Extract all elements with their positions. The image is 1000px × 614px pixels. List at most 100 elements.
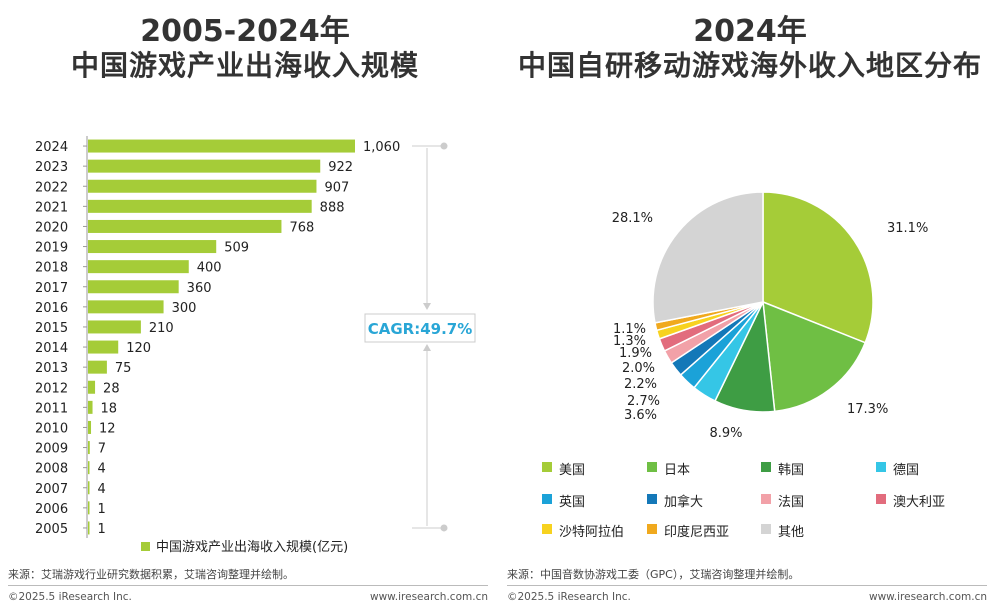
slice-label: 3.6% (624, 408, 657, 423)
left-panel: 2005-2024年 中国游戏产业出海收入规模 2024 1,060 2023 922… (0, 0, 490, 614)
legend-label: 中国游戏产业出海收入规模(亿元) (156, 540, 348, 555)
data-label: 360 (187, 281, 212, 296)
bar (88, 320, 141, 334)
left-title-line1: 2005-2024年 (140, 14, 350, 49)
slice-label: 28.1% (612, 211, 653, 226)
data-label: 300 (172, 301, 197, 316)
bar (88, 300, 164, 314)
y-tick-label: 2019 (35, 241, 68, 256)
y-tick-label: 2017 (35, 281, 68, 296)
right-copyright: ©2025.5 iResearch Inc. (507, 591, 631, 603)
legend-swatch (876, 462, 886, 472)
legend-swatch (876, 494, 886, 504)
bar (88, 240, 217, 254)
legend-label: 印度尼西亚 (664, 525, 730, 540)
slice-label: 1.9% (619, 346, 652, 361)
bar (88, 420, 92, 434)
y-tick-label: 2021 (35, 200, 68, 215)
data-label: 768 (289, 220, 314, 235)
y-tick-label: 2016 (35, 301, 68, 316)
bar-chart: 2024 1,060 2023 922 2022 907 2021 888 2020 768 201… (35, 136, 476, 555)
y-tick-label: 2024 (35, 140, 68, 155)
data-label: 28 (103, 381, 120, 396)
y-tick-label: 2015 (35, 321, 68, 336)
data-label: 4 (98, 482, 106, 497)
y-tick-label: 2023 (35, 160, 68, 175)
bar (88, 199, 312, 213)
slice-label: 2.2% (624, 377, 657, 392)
right-footer-rule (507, 585, 987, 586)
data-label: 75 (115, 361, 132, 376)
right-title-line2: 中国自研移动游戏海外收入地区分布 (517, 49, 982, 82)
bar (88, 521, 90, 535)
bar (88, 159, 321, 173)
y-tick-label: 2007 (35, 482, 68, 497)
legend-swatch (761, 462, 771, 472)
bar (88, 219, 282, 233)
legend-label: 美国 (559, 463, 586, 478)
data-label: 1,060 (363, 140, 400, 155)
pie-slice (652, 191, 764, 324)
cagr-bracket-dot (440, 142, 448, 150)
data-label: 210 (149, 321, 174, 336)
y-tick-label: 2008 (35, 462, 68, 477)
left-title-line2: 中国游戏产业出海收入规模 (70, 49, 419, 82)
data-label: 7 (98, 442, 106, 457)
cagr-arrowhead (423, 344, 431, 351)
data-label: 120 (126, 341, 151, 356)
left-source-note: 来源：艾瑞游戏行业研究数据积累，艾瑞咨询整理并绘制。 (8, 568, 294, 581)
slice-label: 1.1% (613, 322, 646, 337)
legend-label: 日本 (664, 463, 691, 478)
pie-chart: 31.1% 17.3% 8.9% 3.6%2.7% 2.2%2.0%1.9%1.3%1.… (612, 191, 928, 441)
y-tick-label: 2012 (35, 381, 68, 396)
cagr-label: CAGR:49.7% (368, 320, 473, 338)
data-label: 922 (328, 160, 353, 175)
slice-label: 17.3% (847, 402, 888, 417)
legend-swatch (542, 462, 552, 472)
legend-label: 德国 (893, 463, 920, 478)
bar (88, 501, 90, 515)
legend-swatch (647, 462, 657, 472)
data-label: 888 (320, 200, 345, 215)
data-label: 18 (101, 401, 118, 416)
slice-label: 1.3% (613, 334, 646, 349)
legend-swatch (141, 542, 150, 551)
bar (88, 360, 107, 374)
y-tick-label: 2020 (35, 220, 68, 235)
legend-swatch (542, 494, 552, 504)
bar (88, 380, 96, 394)
right-title-line1: 2024年 (693, 14, 807, 49)
left-copyright: ©2025.5 iResearch Inc. (8, 591, 132, 603)
y-tick-label: 2013 (35, 361, 68, 376)
y-tick-label: 2006 (35, 502, 68, 517)
bar (88, 260, 189, 274)
bar (88, 280, 179, 294)
bar (88, 179, 317, 193)
y-tick-label: 2009 (35, 442, 68, 457)
data-label: 509 (224, 241, 249, 256)
cagr-arrowhead (423, 303, 431, 310)
bar (88, 139, 355, 153)
y-tick-label: 2010 (35, 421, 68, 436)
legend-label: 澳大利亚 (893, 495, 946, 510)
legend-label: 韩国 (778, 463, 805, 478)
slice-label: 8.9% (709, 426, 742, 441)
right-source-note: 来源：中国音数协游戏工委（GPC），艾瑞咨询整理并绘制。 (507, 568, 800, 581)
y-tick-label: 2011 (35, 401, 68, 416)
data-label: 1 (98, 522, 106, 537)
slice-label: 2.7% (627, 394, 660, 409)
legend-label: 法国 (778, 495, 805, 510)
y-tick-label: 2014 (35, 341, 68, 356)
left-website: www.iresearch.com.cn (369, 591, 488, 603)
pie-slice (762, 191, 874, 344)
y-tick-label: 2018 (35, 261, 68, 276)
bar (88, 340, 119, 354)
bar (88, 461, 90, 475)
legend-swatch (647, 494, 657, 504)
cagr-box (364, 313, 476, 343)
legend-label: 沙特阿拉伯 (559, 525, 625, 540)
slice-label: 2.0% (622, 361, 655, 376)
legend-swatch (761, 524, 771, 534)
right-website: www.iresearch.com.cn (868, 591, 987, 603)
pie-slice (762, 300, 867, 413)
